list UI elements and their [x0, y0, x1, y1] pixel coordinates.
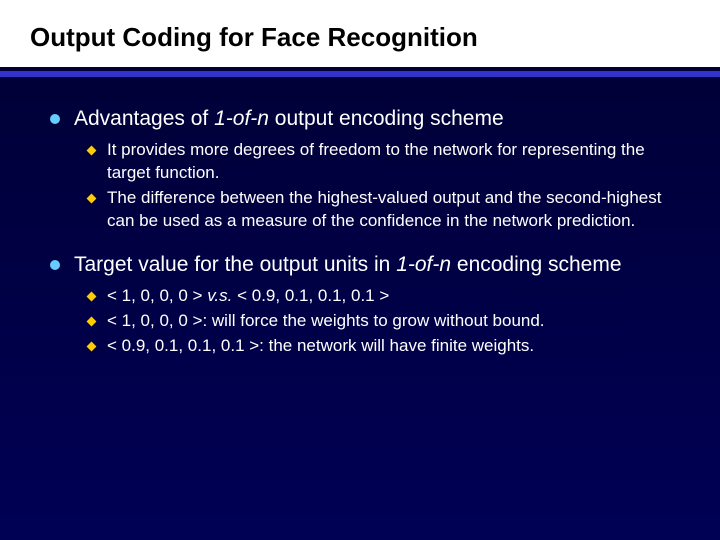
sub-bullet-1a: It provides more degrees of freedom to t… — [88, 139, 670, 185]
content-area: Advantages of 1-of-n output encoding sch… — [0, 77, 720, 380]
main1-italic: 1-of-n — [214, 107, 269, 130]
main-bullet-2-text: Target value for the output units in 1-o… — [74, 251, 622, 279]
sub2a-vs: v.s. — [207, 286, 232, 305]
main-bullet-1-text: Advantages of 1-of-n output encoding sch… — [74, 105, 504, 133]
sub-bullet-2b-text: < 1, 0, 0, 0 >: will force the weights t… — [107, 310, 545, 333]
title-area: Output Coding for Face Recognition — [0, 0, 720, 67]
main2-suffix: encoding scheme — [451, 253, 621, 276]
diamond-icon — [87, 292, 97, 302]
diamond-icon — [87, 194, 97, 204]
sub-bullet-1b-text: The difference between the highest-value… — [107, 187, 670, 233]
main1-suffix: output encoding scheme — [269, 107, 504, 130]
main-bullet-1: Advantages of 1-of-n output encoding sch… — [50, 105, 670, 133]
sub-bullet-2c: < 0.9, 0.1, 0.1, 0.1 >: the network will… — [88, 335, 670, 358]
bullet-dot-icon — [50, 260, 60, 270]
main1-prefix: Advantages of — [74, 107, 214, 130]
sub-bullet-2b: < 1, 0, 0, 0 >: will force the weights t… — [88, 310, 670, 333]
sub-bullet-2a-text: < 1, 0, 0, 0 > v.s. < 0.9, 0.1, 0.1, 0.1… — [107, 285, 389, 308]
sub-bullet-1a-text: It provides more degrees of freedom to t… — [107, 139, 670, 185]
diamond-icon — [87, 146, 97, 156]
diamond-icon — [87, 342, 97, 352]
main2-prefix: Target value for the output units in — [74, 253, 396, 276]
sub2a-suffix: < 0.9, 0.1, 0.1, 0.1 > — [232, 286, 389, 305]
slide-title: Output Coding for Face Recognition — [30, 22, 690, 53]
main-bullet-2: Target value for the output units in 1-o… — [50, 251, 670, 279]
sub-bullet-2c-text: < 0.9, 0.1, 0.1, 0.1 >: the network will… — [107, 335, 534, 358]
sub-bullet-1b: The difference between the highest-value… — [88, 187, 670, 233]
sub-bullet-2a: < 1, 0, 0, 0 > v.s. < 0.9, 0.1, 0.1, 0.1… — [88, 285, 670, 308]
diamond-icon — [87, 317, 97, 327]
main2-italic: 1-of-n — [396, 253, 451, 276]
sub2a-prefix: < 1, 0, 0, 0 > — [107, 286, 207, 305]
bullet-dot-icon — [50, 114, 60, 124]
